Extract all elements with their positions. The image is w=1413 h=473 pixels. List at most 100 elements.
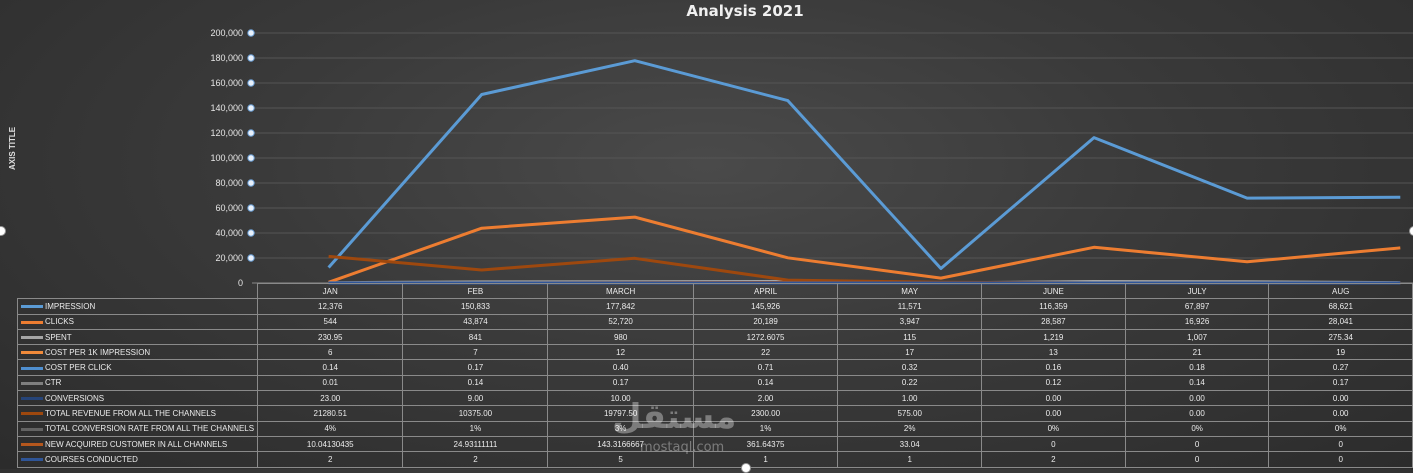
data-label: 575.00 [837,405,982,422]
data-label: 0.14 [402,374,549,392]
y-tick-label: 100,000 [210,153,243,163]
y-tick-marker [247,79,255,87]
y-tick-label: 80,000 [215,178,243,188]
table-header-row: JAN FEB MARCH APRIL MAY JUNE JULY AUG [17,282,1413,300]
series-name: CTR [45,378,62,388]
y-tick-marker [247,229,255,237]
data-label: 0.17 [402,359,549,376]
series-name: COST PER CLICK [45,363,112,373]
resize-handle-bottom[interactable] [741,463,751,473]
data-label: 11,571 [837,298,982,315]
table-row: CONVERSIONS 23.00 9.00 10.00 2.00 1.00 0.00 0.0… [16,390,1413,407]
y-tick-label: 60,000 [215,203,243,213]
data-label: 9.00 [402,390,549,407]
legend-entry: TOTAL CONVERSION RATE FROM ALL THE CHANN… [16,420,259,437]
data-label: 5 [547,451,694,468]
data-label: 28,041 [1268,313,1413,330]
data-label: 13 [980,344,1126,361]
y-tick-marker [247,204,255,212]
y-axis: 0 20,000 40,000 60,000 80,000 100,000 120,000 1… [210,28,255,288]
legend-swatch [21,397,43,401]
y-tick-label: 120,000 [210,128,243,138]
data-label: 0.22 [837,374,982,392]
y-tick-marker [247,104,255,112]
data-label: 67,897 [1124,298,1270,315]
data-label: 20,189 [692,313,839,330]
y-tick-marker [247,129,255,137]
data-label: 544 [257,313,404,330]
data-label: 1,219 [980,328,1126,346]
data-label: 0.17 [1268,374,1413,392]
data-label: 0.00 [1268,390,1413,407]
table-row: NEW ACQUIRED CUSTOMER IN ALL CHANNELS 10.… [16,435,1413,453]
data-label: 2 [402,451,549,468]
table-row: COURSES CONDUCTED 2 2 5 1 1 2 0 0 [16,451,1413,468]
data-label: 10375.00 [402,405,549,422]
resize-handle-left[interactable] [0,226,6,236]
data-label: 0.00 [1124,390,1270,407]
data-label: 0% [1268,420,1413,437]
data-label: 0 [1124,435,1270,453]
data-label: 12 [547,344,694,361]
data-label: 0.27 [1268,359,1413,376]
y-tick-marker [247,254,255,262]
legend-swatch [21,412,43,416]
y-tick-marker [247,29,255,37]
data-label: 12,376 [257,298,404,315]
data-label: 0.00 [1124,405,1270,422]
series-name: TOTAL CONVERSION RATE FROM ALL THE CHANN… [45,424,255,434]
watermark-url: mostaql.com [640,440,725,455]
x-tick-label: APRIL [692,282,839,300]
series-lines [327,59,1401,285]
data-label: 0.18 [1124,359,1270,376]
data-label: 0% [980,420,1126,437]
table-row: SPENT 230.95 841 980 1272.6075 115 1,219 1,007 2… [16,328,1413,346]
table-row: COST PER CLICK 0.14 0.17 0.40 0.71 0.32 0.16 0.… [16,359,1413,376]
y-tick-label: 140,000 [210,103,243,113]
series-name: COST PER 1K IMPRESSION [45,347,151,357]
series-name: TOTAL REVENUE FROM ALL THE CHANNELS [45,409,217,419]
legend-entry: CTR [16,374,259,392]
y-tick-label: 40,000 [215,228,243,238]
data-label: 21 [1124,344,1270,361]
legend-entry: COST PER CLICK [16,359,259,376]
y-tick-label: 160,000 [210,78,243,88]
resize-handle-right[interactable] [1409,226,1413,236]
legend-swatch [21,366,43,370]
data-label: 19 [1268,344,1413,361]
data-label: 177,842 [547,298,694,315]
data-label: 0.14 [692,374,839,392]
legend-entry: COURSES CONDUCTED [16,451,259,468]
data-label: 43,874 [402,313,549,330]
data-label: 116,359 [980,298,1126,315]
data-label: 24.93111111 [402,435,549,453]
legend-entry: CONVERSIONS [16,390,259,407]
legend-swatch [21,381,43,385]
series-name: CLICKS [45,317,74,327]
data-label: 23.00 [257,390,404,407]
data-label: 52,720 [547,313,694,330]
legend-swatch [21,320,43,324]
series-name: SPENT [45,332,72,342]
x-tick-label: FEB [402,282,549,300]
table-row: COST PER 1K IMPRESSION 6 7 12 22 17 13 21 19 [16,344,1413,361]
table-corner [17,283,259,300]
data-label: 3,947 [837,313,982,330]
legend-swatch [21,427,43,431]
data-label: 1 [692,451,839,468]
y-tick-marker [247,179,255,187]
data-label: 1272.6075 [692,328,839,346]
data-label: 0.16 [980,359,1126,376]
data-label: 150,833 [402,298,549,315]
y-tick-label: 0 [238,278,243,288]
data-label: 1% [402,420,549,437]
series-name: COURSES CONDUCTED [45,454,138,464]
data-label: 10.04130435 [257,435,404,453]
data-label: 0 [1124,451,1270,468]
data-label: 17 [837,344,982,361]
y-tick-label: 200,000 [210,28,243,38]
data-table: JAN FEB MARCH APRIL MAY JUNE JULY AUG IMPRESSION… [16,282,1413,468]
data-label: 22 [692,344,839,361]
data-label: 1,007 [1124,328,1270,346]
data-label: 2 [980,451,1126,468]
